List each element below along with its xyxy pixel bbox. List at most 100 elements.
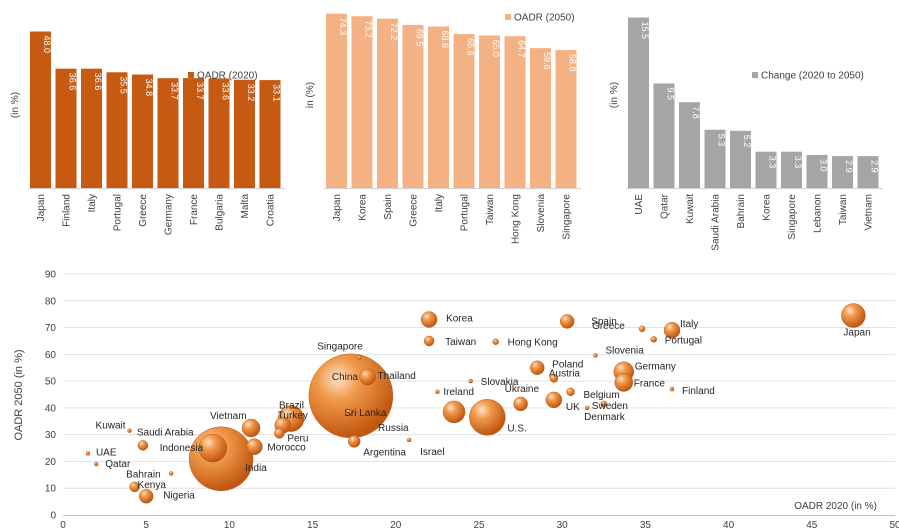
y-tick-label: 40: [45, 403, 57, 414]
bubble: [274, 428, 285, 439]
bubble: [513, 396, 528, 412]
bar: [377, 18, 398, 189]
bubble-label: India: [245, 463, 267, 474]
bar-category-label: Hong Kong: [511, 194, 522, 244]
bubble-label: Slovenia: [605, 345, 644, 356]
bar-category-label: Bulgaria: [215, 194, 226, 231]
bar-value-label: 33.7: [195, 82, 205, 100]
bubble-label: Brazil: [279, 401, 304, 412]
bar: [30, 31, 51, 188]
bar: [628, 17, 649, 188]
bar: [55, 68, 77, 188]
y-tick-label: 30: [45, 430, 57, 441]
bar-value-label: 68.8: [440, 31, 450, 49]
bar-value-label: 2.9: [844, 160, 854, 173]
bar-value-label: 7.8: [691, 106, 701, 119]
bubble-label: Morocco: [267, 443, 306, 454]
bar-category-label: Portugal: [113, 194, 124, 231]
bar-value-label: 48.0: [42, 36, 52, 54]
bubble-label: Belgium: [584, 390, 620, 401]
y-tick-label: 0: [50, 511, 56, 522]
bubble: [614, 373, 633, 392]
bar-category-label: Saudi Arabia: [711, 194, 722, 251]
bar-value-label: 65.6: [466, 38, 476, 56]
bubble: [549, 374, 559, 383]
bubble: [406, 437, 412, 443]
bar-category-label: Taiwan: [485, 194, 496, 225]
bubble: [168, 471, 174, 476]
bubble: [492, 338, 499, 345]
bar-value-label: 64.7: [517, 40, 527, 58]
bar-category-label: Bahrain: [736, 194, 747, 228]
bar-value-label: 3.0: [819, 159, 829, 172]
bar-category-label: UAE: [634, 194, 645, 215]
bar-value-label: 2.9: [870, 160, 880, 173]
bar: [479, 35, 500, 188]
bar-y-axis-label: in (%): [305, 82, 316, 108]
bubble-label: UAE: [96, 447, 117, 458]
bar-category-label: Kuwait: [685, 194, 696, 224]
bubble-label: Denmark: [584, 412, 626, 423]
bubble-label: Germany: [635, 362, 676, 373]
bar-value-label: 5.2: [742, 135, 752, 148]
bubble: [359, 368, 376, 386]
bar: [530, 48, 551, 188]
bar-category-label: Greece: [409, 194, 420, 227]
x-tick-label: 45: [806, 520, 818, 531]
bar-category-label: Malta: [240, 194, 251, 219]
bar-chart-oadr-2020: 48.0 Japan 36.6 Finland 36.6 Italy 35.5 Portuga…: [10, 31, 285, 235]
bubble-label: Ireland: [443, 387, 474, 398]
x-tick-label: 50: [889, 520, 899, 531]
bubble: [138, 489, 154, 504]
legend-swatch: [505, 14, 511, 20]
bar-category-label: Spain: [383, 194, 394, 220]
bar-value-label: 73.2: [364, 20, 374, 38]
bar: [351, 16, 373, 188]
bar-category-label: France: [189, 194, 200, 226]
bar: [234, 79, 255, 188]
bubble-label: Greece: [592, 321, 625, 332]
bubble: [442, 400, 466, 424]
bar: [157, 78, 179, 188]
bubble-label: Korea: [446, 314, 473, 325]
bar: [704, 129, 726, 188]
bar-value-label: 65.0: [491, 39, 501, 57]
bar: [730, 130, 751, 188]
bar: [183, 78, 204, 188]
bar-y-axis-label: (in %): [10, 92, 21, 118]
bubble-label: Slovakia: [481, 377, 519, 388]
bubble-label: Finland: [682, 386, 715, 397]
bar-category-label: Greece: [138, 194, 149, 227]
bar-category-label: Singapore: [562, 194, 573, 240]
bubble-label: Turkey: [278, 410, 308, 421]
bubble-label: Poland: [552, 360, 583, 371]
bubble-label: Italy: [680, 319, 698, 330]
bar-category-label: Singapore: [787, 194, 798, 240]
bar-value-label: 3.3: [768, 156, 778, 169]
x-tick-label: 35: [640, 520, 652, 531]
bar-category-label: Slovenia: [536, 194, 547, 233]
bubble: [129, 481, 140, 493]
bubble-label: Peru: [287, 433, 308, 444]
bar: [81, 68, 102, 188]
bar: [428, 26, 449, 189]
x-tick-label: 0: [60, 520, 66, 531]
bubble-chart: 0 10 20 30 40 50 60 70 80 90 0 5 10 15 20 25 30 35 40 45 50 O…: [13, 270, 899, 531]
bar-category-label: Croatia: [266, 194, 277, 227]
bubble: [566, 387, 575, 397]
bubble-label: Sweden: [592, 401, 628, 412]
bubble-label: France: [634, 378, 666, 389]
x-axis-label: OADR 2020 (in %): [794, 501, 877, 512]
bar-category-label: Vietnam: [864, 194, 875, 231]
bubble: [348, 435, 361, 448]
legend-label: Change (2020 to 2050): [761, 71, 864, 82]
bubble: [420, 311, 438, 328]
bubble-label: Ukraine: [505, 384, 540, 395]
bubble-label: Singapore: [317, 342, 363, 353]
bar-category-label: Finland: [62, 194, 73, 227]
bubble-label: Bahrain: [126, 469, 160, 480]
bar-value-label: 59.6: [542, 52, 552, 70]
bar: [326, 13, 347, 188]
bar-value-label: 72.2: [389, 23, 399, 41]
bar-value-label: 33.1: [272, 84, 282, 102]
